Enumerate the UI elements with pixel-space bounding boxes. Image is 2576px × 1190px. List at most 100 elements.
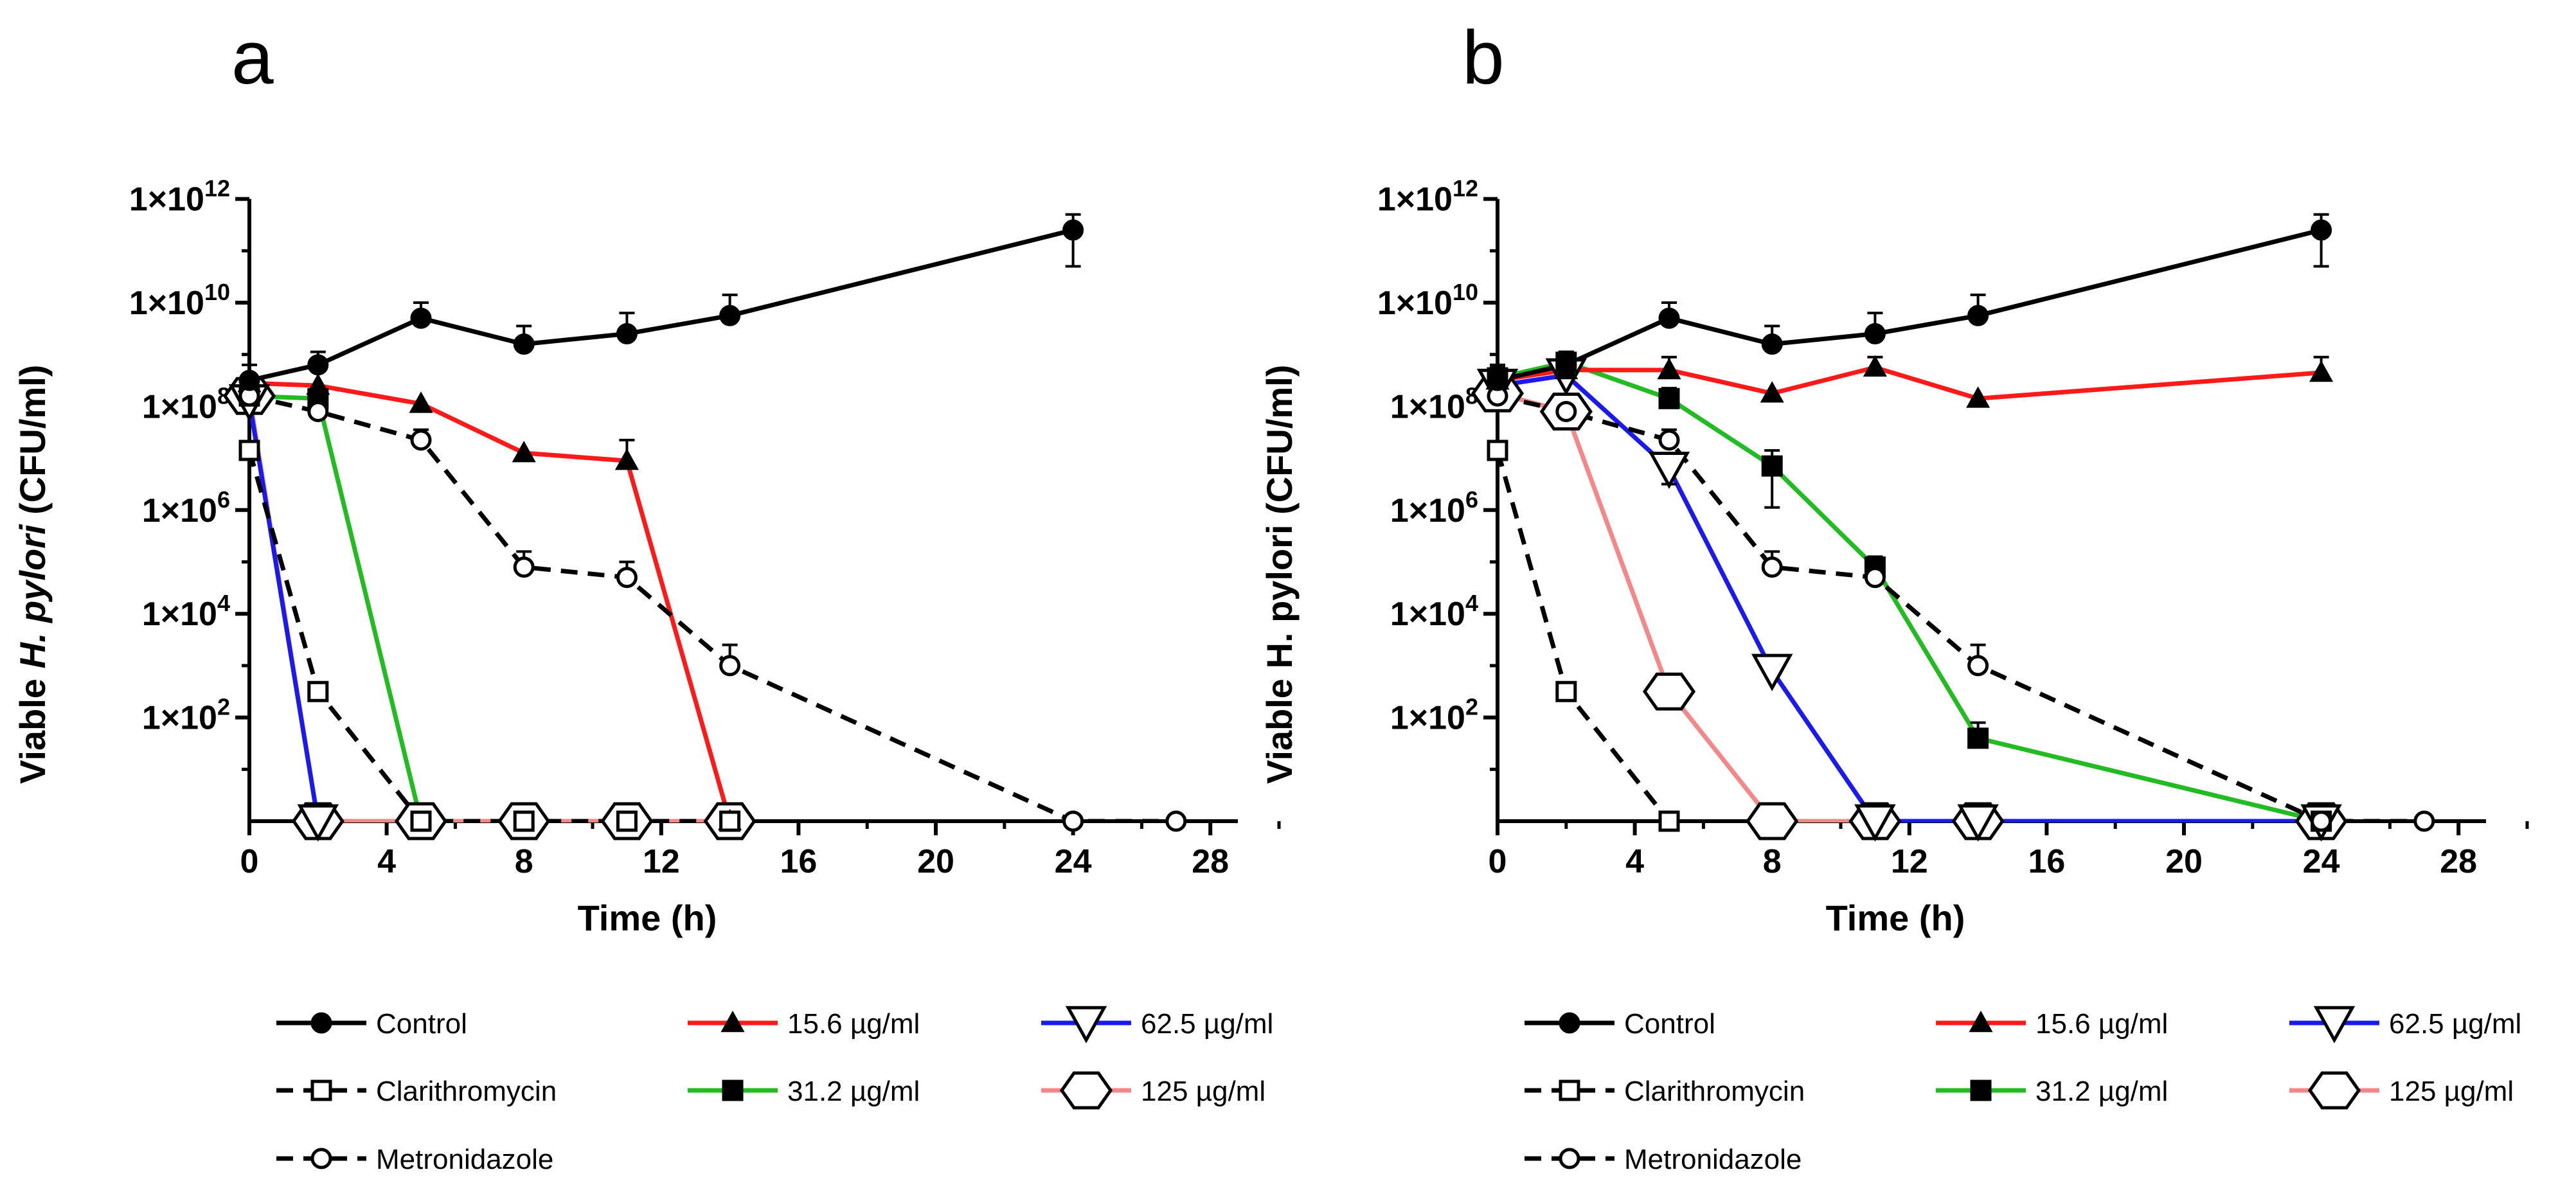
series-62-5-g-ml bbox=[1497, 373, 2321, 822]
legend-label: 15.6 µg/ml bbox=[787, 1008, 920, 1040]
data-point bbox=[2413, 810, 2435, 832]
data-point bbox=[297, 804, 339, 842]
legend-label: 15.6 µg/ml bbox=[2035, 1008, 2168, 1040]
series-line bbox=[249, 380, 732, 822]
series-line bbox=[247, 450, 730, 822]
data-point bbox=[1555, 354, 1577, 376]
data-point bbox=[616, 323, 638, 344]
series-125-g-ml bbox=[247, 395, 730, 822]
series-clarithromycin bbox=[1495, 450, 1671, 822]
data-point bbox=[306, 373, 330, 395]
x-tick-label: 16 bbox=[2028, 843, 2065, 880]
data-point bbox=[1957, 804, 1999, 842]
series-markers bbox=[1487, 219, 2332, 391]
data-point bbox=[2311, 219, 2332, 241]
legend-marker bbox=[1059, 1071, 1113, 1110]
series-control bbox=[1490, 213, 2329, 383]
data-point bbox=[1864, 323, 1886, 344]
legend-marker bbox=[310, 1079, 332, 1101]
y-axis-title: Viable H. pylori (CFU/ml) bbox=[12, 365, 53, 784]
y-tick-label: 1×104 bbox=[142, 590, 230, 633]
legend-marker bbox=[722, 1079, 744, 1101]
y-tick-label: 1×1012 bbox=[1377, 175, 1478, 218]
data-point bbox=[1864, 567, 1886, 589]
data-point bbox=[1761, 556, 1783, 578]
data-point bbox=[1751, 653, 1793, 691]
data-point bbox=[1854, 804, 1896, 842]
series-62-5-g-ml bbox=[247, 400, 321, 822]
x-tick-label: 20 bbox=[917, 843, 954, 880]
data-point bbox=[307, 400, 329, 422]
legend-label: Control bbox=[376, 1008, 467, 1040]
data-point bbox=[409, 391, 433, 413]
legend-marker bbox=[1559, 1012, 1580, 1034]
series-15-6-g-ml bbox=[1497, 355, 2329, 401]
data-point bbox=[616, 567, 638, 589]
y-tick-label: 1×106 bbox=[142, 486, 230, 529]
data-point bbox=[1165, 810, 1187, 832]
data-point bbox=[1555, 400, 1577, 422]
series-line bbox=[249, 393, 1176, 822]
data-point bbox=[1062, 810, 1084, 832]
legend: Control Clarithromycin Metronidazole 15.6 µ… bbox=[1525, 1006, 2521, 1175]
legend-label: Control bbox=[1624, 1008, 1715, 1040]
y-tick-label: 1×1010 bbox=[129, 279, 230, 322]
series-markers bbox=[238, 440, 741, 832]
data-point bbox=[1967, 727, 1989, 749]
legend-marker bbox=[2313, 1006, 2356, 1043]
series-markers bbox=[238, 385, 1187, 832]
data-point bbox=[1555, 680, 1577, 702]
legend-label: Clarithromycin bbox=[1624, 1076, 1805, 1107]
data-point bbox=[1863, 355, 1887, 377]
y-tick-label: 1×108 bbox=[142, 382, 230, 425]
y-tick-label: 1×1012 bbox=[129, 175, 230, 218]
data-point bbox=[614, 448, 639, 470]
x-tick-label: 4 bbox=[1625, 843, 1644, 880]
legend-marker bbox=[2307, 1071, 2361, 1110]
legend-marker bbox=[1065, 1006, 1107, 1043]
series-line bbox=[1497, 373, 2321, 822]
legend-label: 31.2 µg/ml bbox=[2035, 1076, 2168, 1107]
series-markers bbox=[238, 219, 1084, 391]
data-point bbox=[1658, 429, 1680, 451]
x-tick-label: 24 bbox=[2303, 843, 2340, 880]
y-axis-title: Viable H. pylori (CFU/ml) bbox=[1259, 365, 1300, 784]
data-point bbox=[719, 655, 741, 677]
x-tick-label: 0 bbox=[240, 843, 259, 880]
data-point bbox=[1657, 357, 1681, 380]
data-point bbox=[1746, 802, 1799, 840]
data-point bbox=[513, 810, 535, 832]
panel-b-chart: b 0 4 8 12 16 20 24 28 1×102 1×104 1×106 1×108 1×1010… bbox=[1259, 15, 2529, 1175]
legend-marker bbox=[1970, 1079, 1992, 1101]
data-point bbox=[1658, 810, 1680, 832]
data-point bbox=[2311, 810, 2332, 832]
legend-label: Clarithromycin bbox=[376, 1076, 557, 1107]
data-point bbox=[1062, 219, 1084, 241]
x-tick-label: 20 bbox=[2165, 843, 2203, 880]
legend-marker bbox=[1559, 1148, 1580, 1169]
x-tick-label: 24 bbox=[1055, 843, 1092, 880]
series-line bbox=[1497, 360, 2322, 822]
plot-area bbox=[1490, 213, 2424, 822]
series-line bbox=[1497, 227, 2322, 383]
series-markers bbox=[238, 385, 432, 832]
legend-label: 62.5 µg/ml bbox=[2389, 1008, 2521, 1040]
data-point bbox=[1967, 305, 1989, 326]
x-tick-label: 12 bbox=[643, 843, 680, 880]
legend-label: 125 µg/ml bbox=[2389, 1076, 2514, 1107]
data-point bbox=[238, 369, 260, 391]
series-markers bbox=[1487, 385, 2435, 832]
legend-label: 31.2 µg/ml bbox=[787, 1076, 920, 1107]
data-point bbox=[1658, 307, 1680, 329]
data-point bbox=[1487, 369, 1508, 391]
data-point bbox=[1658, 387, 1680, 409]
y-tick-label: 1×104 bbox=[1390, 590, 1478, 633]
y-tick-label: 1×102 bbox=[1390, 694, 1478, 737]
y-tick-label: 1×102 bbox=[142, 694, 230, 737]
data-point bbox=[1648, 451, 1690, 489]
series-line bbox=[247, 395, 730, 822]
x-axis-title: Time (h) bbox=[1826, 898, 1965, 938]
series-clarithromycin bbox=[247, 450, 730, 822]
data-point bbox=[512, 440, 536, 463]
x-tick-label: 8 bbox=[1763, 843, 1782, 880]
